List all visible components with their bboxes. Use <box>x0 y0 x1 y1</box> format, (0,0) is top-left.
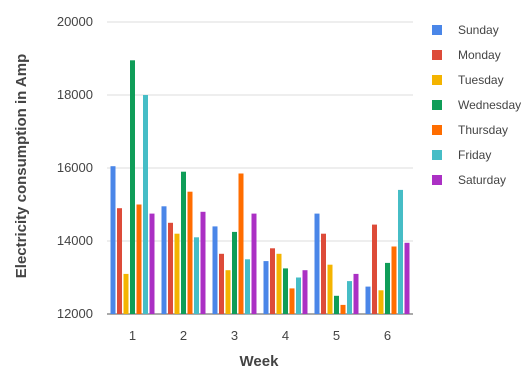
bar-wednesday-week-5 <box>334 295 339 315</box>
legend-label: Friday <box>458 148 491 162</box>
legend-item: Saturday <box>432 173 506 187</box>
bar-wednesday-week-3 <box>232 231 237 314</box>
legend-item: Tuesday <box>432 73 504 87</box>
legend-item: Friday <box>432 148 491 162</box>
legend-swatch <box>432 25 442 35</box>
bar-thursday-week-2 <box>187 191 193 314</box>
bar-sunday-week-4 <box>263 261 269 314</box>
legend-swatch <box>432 75 442 85</box>
bar-saturday-week-4 <box>302 270 308 314</box>
bar-thursday-week-4 <box>289 288 295 314</box>
bar-tuesday-week-5 <box>327 264 333 314</box>
legend-label: Monday <box>458 48 501 62</box>
legend-swatch <box>432 125 442 135</box>
legend-label: Saturday <box>458 173 506 187</box>
bar-monday-week-1 <box>117 208 122 314</box>
legend-label: Tuesday <box>458 73 504 87</box>
x-tick-label: 6 <box>384 328 391 343</box>
y-tick-label: 12000 <box>57 306 93 321</box>
bar-saturday-week-3 <box>251 213 257 314</box>
bar-thursday-week-1 <box>136 204 142 314</box>
bar-thursday-week-5 <box>340 304 346 314</box>
bar-tuesday-week-2 <box>174 233 180 314</box>
bar-wednesday-week-6 <box>385 262 390 314</box>
x-axis-title: Week <box>240 353 280 370</box>
y-axis-ticks: 12000 14000 16000 18000 20000 <box>57 14 93 321</box>
x-axis-ticks: 1 2 3 4 5 6 <box>129 328 391 343</box>
bar-friday-week-6 <box>398 189 403 314</box>
bar-monday-week-3 <box>219 253 224 314</box>
bar-wednesday-week-2 <box>181 171 186 314</box>
x-tick-label: 2 <box>180 328 187 343</box>
bar-monday-week-2 <box>168 222 173 315</box>
x-tick-label: 1 <box>129 328 136 343</box>
legend-swatch <box>432 175 442 185</box>
y-tick-label: 18000 <box>57 87 93 102</box>
bar-saturday-week-1 <box>149 213 155 314</box>
bar-thursday-week-6 <box>391 246 397 314</box>
x-tick-label: 4 <box>282 328 289 343</box>
bar-monday-week-5 <box>321 233 326 314</box>
y-axis-title: Electricity consumption in Amp <box>13 54 30 278</box>
bar-wednesday-week-4 <box>283 268 288 314</box>
bar-tuesday-week-3 <box>225 270 231 314</box>
bar-friday-week-3 <box>245 259 250 315</box>
bar-tuesday-week-1 <box>123 273 129 314</box>
x-tick-label: 3 <box>231 328 238 343</box>
legend-item: Wednesday <box>432 98 521 112</box>
legend-label: Wednesday <box>458 98 521 112</box>
bar-tuesday-week-4 <box>276 253 282 314</box>
bar-sunday-week-1 <box>110 166 116 314</box>
bar-saturday-week-6 <box>404 242 410 314</box>
legend-swatch <box>432 150 442 160</box>
legend-label: Thursday <box>458 123 508 137</box>
bar-friday-week-2 <box>194 237 199 314</box>
gridlines <box>107 21 413 315</box>
bar-saturday-week-2 <box>200 211 206 314</box>
legend-swatch <box>432 100 442 110</box>
bar-sunday-week-5 <box>314 213 320 314</box>
bar-monday-week-4 <box>270 248 275 314</box>
x-tick-label: 5 <box>333 328 340 343</box>
bar-saturday-week-5 <box>353 273 359 314</box>
bar-sunday-week-3 <box>212 226 218 314</box>
bars <box>110 60 410 315</box>
y-tick-label: 16000 <box>57 160 93 175</box>
legend-label: Sunday <box>458 23 499 37</box>
legend-item: Thursday <box>432 123 508 137</box>
bar-thursday-week-3 <box>238 173 244 314</box>
bar-tuesday-week-6 <box>378 290 384 314</box>
bar-friday-week-1 <box>143 95 148 314</box>
legend-swatch <box>432 50 442 60</box>
legend-item: Sunday <box>432 23 499 37</box>
y-tick-label: 14000 <box>57 233 93 248</box>
bar-wednesday-week-1 <box>130 60 135 314</box>
y-tick-label: 20000 <box>57 14 93 29</box>
bar-sunday-week-2 <box>161 206 167 314</box>
bar-sunday-week-6 <box>365 286 371 314</box>
legend: Sunday Monday Tuesday Wednesday Thursday Frid… <box>432 23 521 187</box>
bar-friday-week-5 <box>347 281 352 314</box>
bar-friday-week-4 <box>296 277 301 314</box>
bar-monday-week-6 <box>372 224 377 314</box>
legend-item: Monday <box>432 48 501 62</box>
